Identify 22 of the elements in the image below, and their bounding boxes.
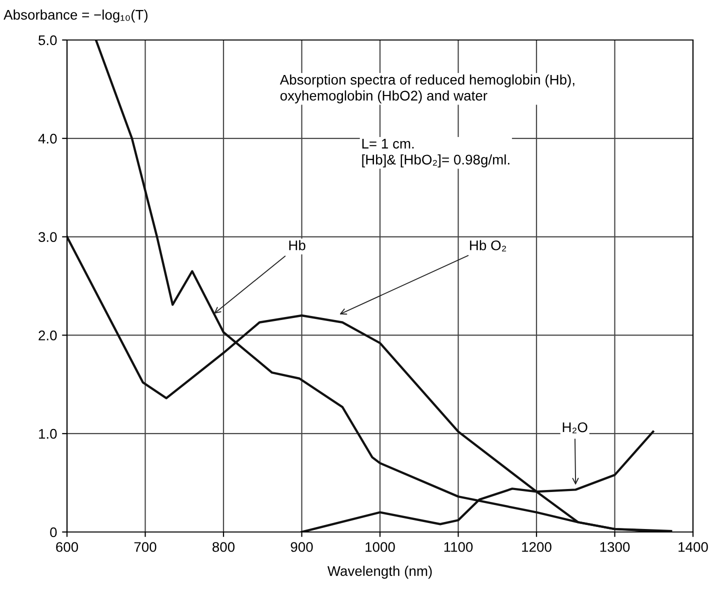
x-tick-label: 600 — [56, 542, 78, 552]
y-tick-label: 4.0 — [38, 134, 57, 144]
x-tick-label: 1300 — [600, 542, 630, 552]
y-tick-label: 0 — [50, 527, 57, 538]
x-axis-title: Wavelength (nm) — [327, 566, 432, 579]
y-tick-label: 1.0 — [39, 428, 57, 439]
y-axis-title: Absorbance = −log₁₀(T) — [4, 10, 148, 22]
x-tick-label: 1100 — [444, 542, 473, 552]
annotation: Hb — [289, 240, 306, 250]
x-tick-label: 1400 — [678, 542, 708, 552]
annotation: Absorption spectra of reduced hemoglobin (Hb), oxyhemoglobin (HbO2) and water — [280, 74, 574, 104]
y-tick-label: 5.0 — [38, 35, 57, 46]
annotation: Hb O₂ — [470, 240, 506, 252]
x-tick-label: 900 — [290, 542, 313, 552]
x-tick-label: 1200 — [522, 542, 552, 552]
x-tick-label: 800 — [212, 542, 235, 552]
y-tick-label: 3.0 — [38, 232, 57, 242]
x-tick-label: 700 — [134, 542, 156, 552]
annotation: H₂O — [562, 422, 588, 434]
annotation: L= 1 cm. [Hb]& [HbO₂]= 0.98g/ml. — [362, 138, 510, 168]
x-tick-label: 1000 — [366, 542, 395, 552]
y-tick-label: 2.0 — [38, 330, 57, 340]
